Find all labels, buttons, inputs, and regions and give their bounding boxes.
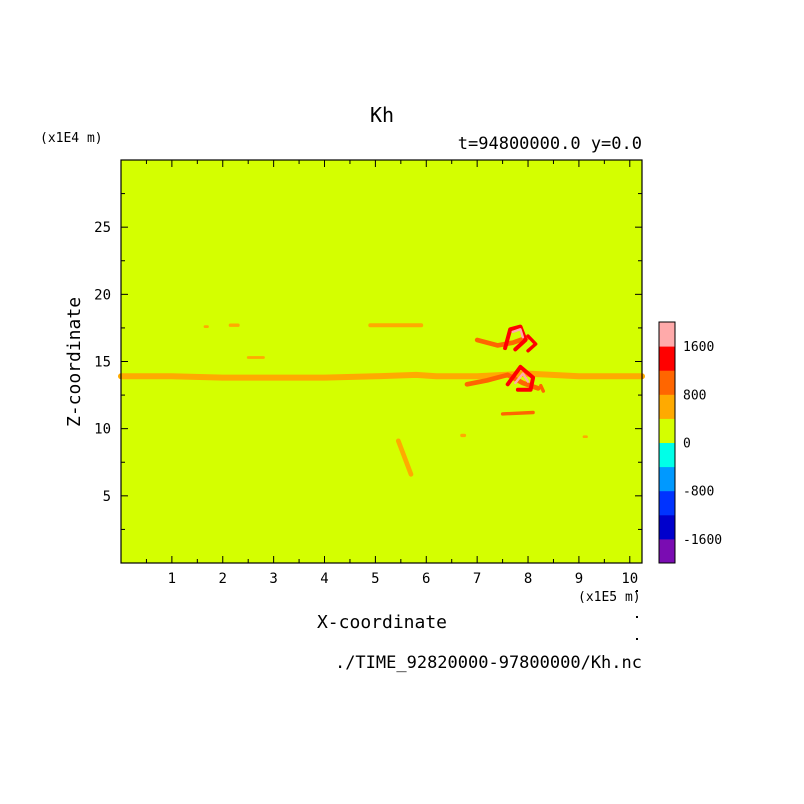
contour-feature-streak-7-9 bbox=[395, 438, 414, 477]
x-tick-label: 1 bbox=[168, 571, 176, 587]
x-scale-label: (x1E5 m) bbox=[578, 590, 641, 605]
x-axis-ticks: 1 2 3 4 5 6 7 8 9 10 bbox=[145, 160, 638, 587]
contour-feature-main-layer bbox=[118, 370, 645, 381]
source-file-label: ./TIME_92820000-97800000/Kh.nc bbox=[335, 653, 642, 673]
colorbar-label: -800 bbox=[683, 485, 714, 500]
x-tick-label: 3 bbox=[269, 571, 277, 587]
y-tick-label: 20 bbox=[94, 287, 111, 303]
colorbar-swatch bbox=[659, 466, 675, 492]
contour-feature-vortex-lower-pink bbox=[514, 372, 530, 385]
y-axis-ticks: 5 10 15 20 25 bbox=[94, 193, 642, 530]
y-axis-label: Z-coordinate bbox=[64, 297, 85, 427]
contour-feature-vortex-right-red bbox=[526, 334, 538, 353]
colorbar-swatch bbox=[659, 442, 675, 468]
colorbar-swatch bbox=[659, 490, 675, 516]
colorbar-swatch bbox=[659, 322, 675, 347]
colorbar-swatch bbox=[659, 394, 675, 419]
y-tick-label: 5 bbox=[103, 489, 111, 505]
colorbar-label: 800 bbox=[683, 388, 706, 403]
x-tick-label: 6 bbox=[422, 571, 430, 587]
x-tick-label: 9 bbox=[575, 571, 583, 587]
x-tick-label: 7 bbox=[473, 571, 481, 587]
x-tick-label: 2 bbox=[219, 571, 227, 587]
contour-feature-vortex-lower-orange bbox=[539, 384, 545, 393]
colorbar-swatch bbox=[659, 418, 675, 443]
colorbar-label: 0 bbox=[683, 437, 691, 452]
y-tick-label: 15 bbox=[94, 355, 111, 371]
colorbar-label: 1600 bbox=[683, 340, 714, 355]
x-tick-label: 5 bbox=[371, 571, 379, 587]
plot-area bbox=[118, 159, 645, 564]
chart-title: Kh bbox=[370, 103, 394, 127]
colorbar-swatch bbox=[659, 346, 675, 371]
y-scale-label: (x1E4 m) bbox=[40, 131, 103, 146]
x-axis-label: X-coordinate bbox=[317, 612, 447, 633]
x-tick-label: 8 bbox=[524, 571, 532, 587]
colorbar-frame bbox=[658, 321, 676, 564]
colorbar-swatch bbox=[659, 370, 675, 395]
contour-feature-vortex-upper-pink bbox=[511, 328, 525, 339]
contour-feature-wake-lower bbox=[500, 410, 535, 416]
colorbar-swatch bbox=[659, 514, 675, 540]
x-tick-label: 10 bbox=[621, 571, 638, 587]
contour-feature-lower-band bbox=[464, 372, 541, 391]
y-tick-label: 25 bbox=[94, 220, 111, 236]
contour-feature-vortex-upper-red bbox=[503, 324, 528, 352]
y-tick-label: 10 bbox=[94, 422, 111, 438]
field-background bbox=[121, 160, 642, 563]
colorbar: 1600 800 0 -800 -1600 bbox=[658, 321, 722, 564]
colorbar-label: -1600 bbox=[683, 533, 722, 548]
colorbar-swatch bbox=[659, 538, 675, 564]
x-tick-label: 4 bbox=[320, 571, 328, 587]
chart-subtitle: t=94800000.0 y=0.0 bbox=[458, 134, 642, 154]
contour-feature-vortex-lower-red bbox=[505, 364, 536, 392]
corner-dots bbox=[636, 590, 638, 640]
